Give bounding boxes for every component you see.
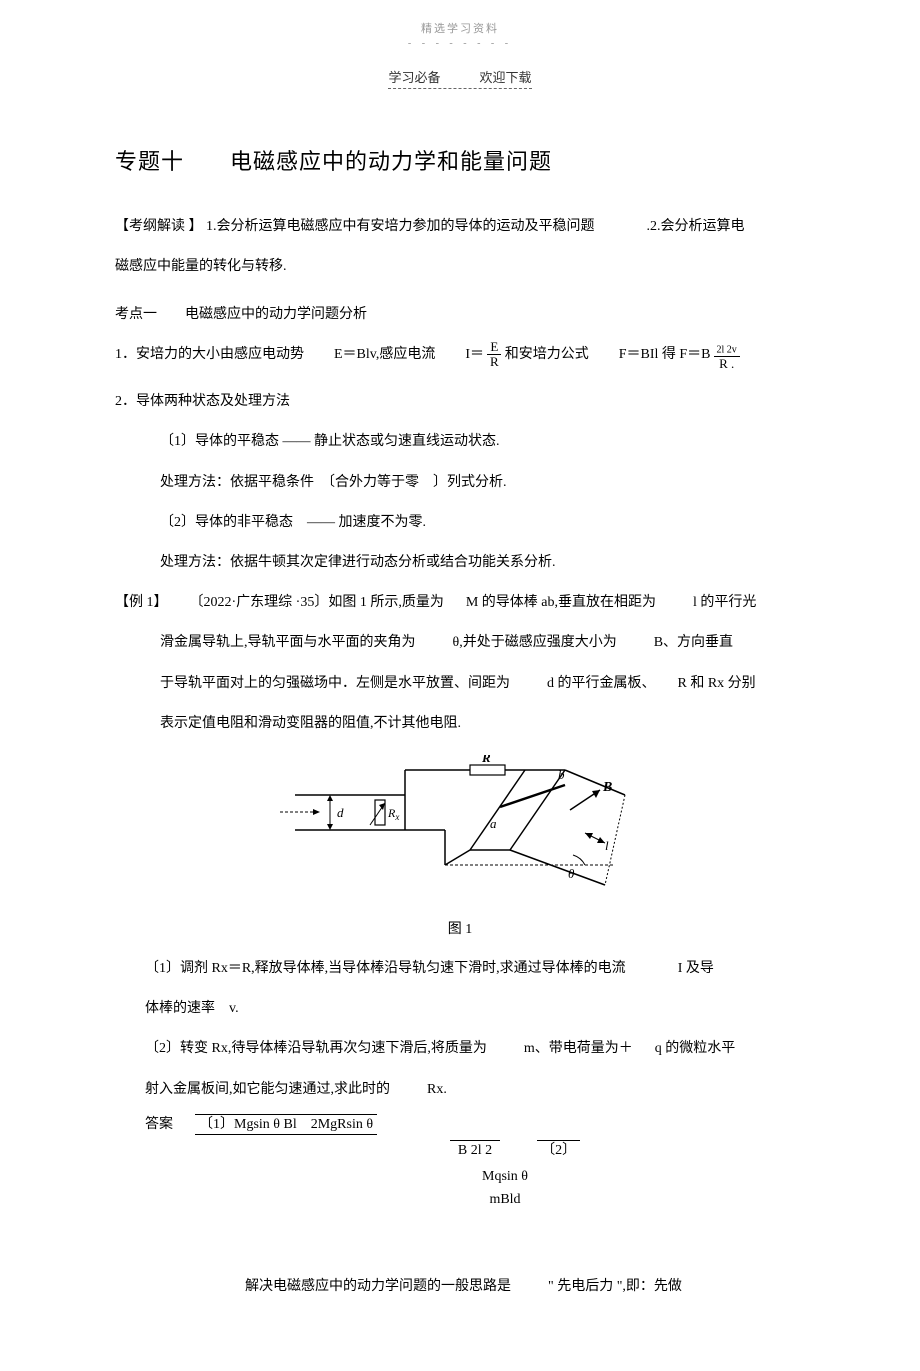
ex-l2c: B、方向垂直 xyxy=(654,635,733,650)
intro-text-2: .2.会分析运算电 xyxy=(647,219,745,234)
conclusion: 解决电磁感应中的动力学问题的一般思路是 " 先电后力 ",即：先做 xyxy=(115,1271,805,1303)
ex-l3b: d 的平行金属板、 xyxy=(547,676,656,691)
ex-l3a: 于导轨平面对上的匀强磁场中．左侧是水平放置、间距为 xyxy=(160,676,510,691)
q2a: 〔2〕转变 Rx,待导体棒沿导轨再次匀速下滑后,将质量为 xyxy=(145,1041,487,1056)
section-1-title: 考点一 电磁感应中的动力学问题分析 xyxy=(115,303,805,323)
ans-2a: Mqsin θ xyxy=(482,1169,528,1184)
q1b: I 及导 xyxy=(678,961,714,976)
q2e: Rx. xyxy=(427,1082,447,1097)
ex-l3c: R 和 Rx 分别 xyxy=(678,676,756,691)
answer-block: 答案 〔1〕Mgsin θ Bl 2MgRsin θ B 2l 2 〔2〕 Mq… xyxy=(145,1114,805,1212)
rx-label: Rx xyxy=(387,806,399,822)
intro-text-1: 1.会分析运算电磁感应中有安培力参加的导体的运动及平稳问题 xyxy=(206,219,595,234)
conclusion-a: 解决电磁感应中的动力学问题的一般思路是 xyxy=(245,1279,511,1294)
ex-l2b: θ,并处于磁感应强度大小为 xyxy=(453,635,617,650)
question-1-cont: 体棒的速率 v. xyxy=(115,993,805,1025)
intro-line-2: 磁感应中能量的转化与转移. xyxy=(115,251,805,283)
circuit-diagram-svg: d Rx R xyxy=(275,755,645,905)
ans-1a: 〔1〕Mgsin θ Bl 2MgRsin θ xyxy=(195,1114,377,1135)
state-2-method: 处理方法：依据牛顿其次定律进行动态分析或结合功能关系分析. xyxy=(115,547,805,579)
figure-caption: 图 1 xyxy=(115,918,805,938)
question-2-line2: 射入金属板间,如它能匀速通过,求此时的 Rx. xyxy=(115,1074,805,1106)
ans-1c: 〔2〕 xyxy=(537,1140,580,1160)
f1-b: E＝Blv,感应电流 xyxy=(334,341,435,369)
page-container: 精选学习资料 - - - - - - - - 学习必备 欢迎下载 专题十 电磁感… xyxy=(0,0,920,1371)
question-1: 〔1〕调剂 Rx＝R,释放导体棒,当导体棒沿导轨匀速下滑时,求通过导体棒的电流 … xyxy=(115,953,805,985)
example-line-4: 表示定值电阻和滑动变阻器的阻值,不计其他电阻. xyxy=(115,708,805,740)
q2d: 射入金属板间,如它能匀速通过,求此时的 xyxy=(145,1082,390,1097)
intro-paragraph: 【考纲解读 】 1.会分析运算电磁感应中有安培力参加的导体的运动及平稳问题 .2… xyxy=(115,211,805,243)
fraction-er: E R xyxy=(487,340,502,370)
state-2: 〔2〕导体的非平稳态 —— 加速度不为零. xyxy=(115,507,805,539)
dotted-divider: - - - - - - - - xyxy=(115,38,805,49)
formula-ampere: 1．安培力的大小由感应电动势 E＝Blv,感应电流 I＝ E R 和安培力公式 … xyxy=(115,338,805,371)
f1-a: 1．安培力的大小由感应电动势 xyxy=(115,341,304,369)
frac-den-r: R xyxy=(487,355,502,369)
frac-den-2: R . xyxy=(716,357,737,371)
state-1: 〔1〕导体的平稳态 —— 静止状态或匀速直线运动状态. xyxy=(115,426,805,458)
theta-label: θ xyxy=(568,866,575,881)
q1a: 〔1〕调剂 Rx＝R,释放导体棒,当导体棒沿导轨匀速下滑时,求通过导体棒的电流 xyxy=(145,961,626,976)
ans-2b: mBld xyxy=(489,1192,520,1207)
intro-label: 【考纲解读 】 xyxy=(115,219,203,234)
ex-t1: M 的导体棒 ab,垂直放在相距为 xyxy=(466,595,656,610)
f1-d: 和安培力公式 xyxy=(505,341,589,369)
q2c: q 的微粒水平 xyxy=(655,1041,736,1056)
ex-l2a: 滑金属导轨上,导轨平面与水平面的夹角为 xyxy=(160,635,416,650)
frac-num-e: E xyxy=(487,340,501,355)
main-title: 专题十 电磁感应中的动力学和能量问题 xyxy=(115,144,805,176)
ans-1b: B 2l 2 xyxy=(450,1140,500,1160)
ex-src: 〔2022·广东理综 ·35〕如图 1 所示,质量为 xyxy=(190,595,444,610)
states-heading: 2．导体两种状态及处理方法 xyxy=(115,386,805,418)
b-field-label: B xyxy=(602,780,612,795)
header-wrap: 学习必备 欢迎下载 xyxy=(115,49,805,89)
a-label: a xyxy=(490,816,497,831)
conclusion-b: " 先电后力 ",即：先做 xyxy=(548,1279,682,1294)
ans-label: 答案 xyxy=(145,1117,173,1132)
example-line-2: 滑金属导轨上,导轨平面与水平面的夹角为 θ,并处于磁感应强度大小为 B、方向垂直 xyxy=(115,627,805,659)
b-label: b xyxy=(558,767,565,782)
top-label: 精选学习资料 xyxy=(115,20,805,36)
r-label: R xyxy=(481,755,491,765)
l-label: l xyxy=(605,838,609,853)
d-label: d xyxy=(337,805,344,820)
question-2: 〔2〕转变 Rx,待导体棒沿导轨再次匀速下滑后,将质量为 m、带电荷量为＋ q … xyxy=(115,1033,805,1065)
figure-1: d Rx R xyxy=(115,755,805,938)
ex-label: 【例 1】 xyxy=(115,595,168,610)
q2b: m、带电荷量为＋ xyxy=(524,1041,633,1056)
example-line-3: 于导轨平面对上的匀强磁场中．左侧是水平放置、间距为 d 的平行金属板、 R 和 … xyxy=(115,668,805,700)
frac-num-2: 2l 2v xyxy=(714,338,740,357)
fraction-result: 2l 2v R . xyxy=(714,338,740,371)
ex-t2: l 的平行光 xyxy=(693,595,756,610)
header-text: 学习必备 欢迎下载 xyxy=(388,67,531,89)
state-1-method: 处理方法：依据平稳条件 〔合外力等于零 〕列式分析. xyxy=(115,467,805,499)
f1-c: I＝ xyxy=(465,341,484,369)
example-1: 【例 1】 〔2022·广东理综 ·35〕如图 1 所示,质量为 M 的导体棒 … xyxy=(115,587,805,619)
f1-e: F＝BIl 得 F＝B xyxy=(619,341,711,369)
